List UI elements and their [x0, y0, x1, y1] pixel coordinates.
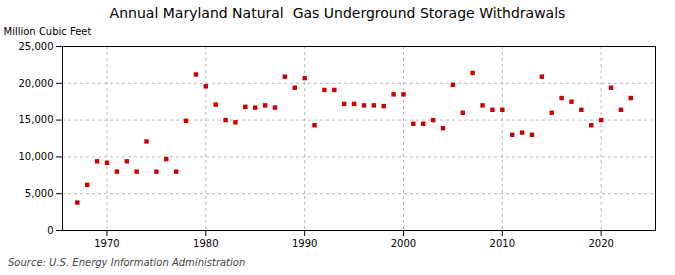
svg-text:10,000: 10,000: [19, 151, 54, 162]
svg-text:5,000: 5,000: [25, 188, 54, 199]
html-text:Source: U.S. Energy Informatio: Source: U.S. Energy Information Administ…: [8, 257, 246, 268]
svg-text:1980: 1980: [193, 238, 218, 249]
svg-text:2010: 2010: [490, 238, 515, 249]
html-text:Annual Maryland Natural Gas Un: Annual Maryland Natural Gas Underground …: [109, 5, 566, 21]
svg-text:Million Cubic Feet: Million Cubic Feet: [4, 26, 92, 37]
svg-text:1970: 1970: [94, 238, 119, 249]
svg-text:20,000: 20,000: [19, 78, 54, 89]
svg-text:2020: 2020: [588, 238, 613, 249]
svg-text:25,000: 25,000: [19, 41, 54, 52]
svg-text:1990: 1990: [292, 238, 317, 249]
svg-text:15,000: 15,000: [19, 114, 54, 125]
svg-text:2000: 2000: [391, 238, 416, 249]
svg-text:0: 0: [47, 225, 53, 236]
